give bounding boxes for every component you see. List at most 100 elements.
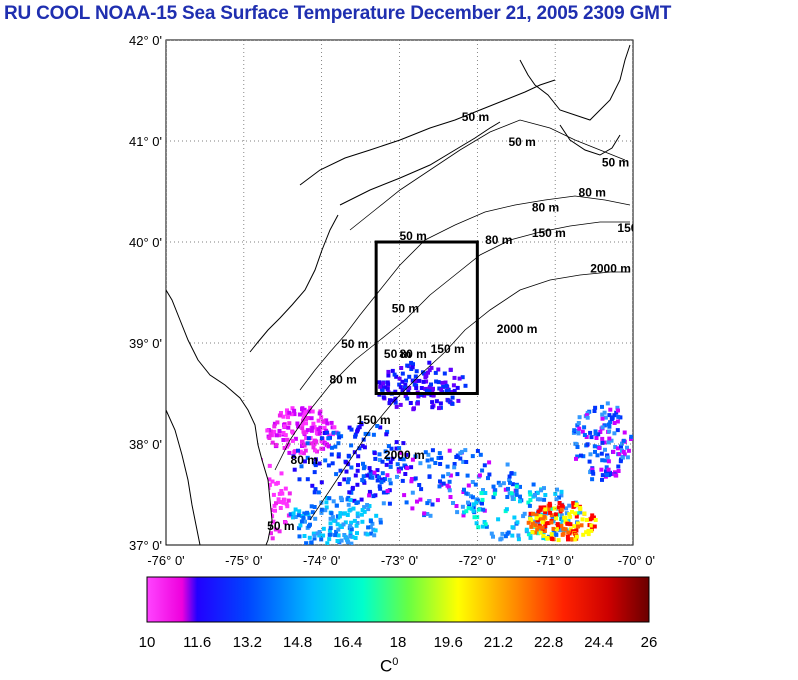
sst-pixel <box>337 435 342 440</box>
sst-pixel <box>607 422 611 427</box>
sst-pixel <box>622 430 627 435</box>
colorbar-gradient <box>146 576 650 623</box>
sst-pixel <box>276 497 281 502</box>
sst-pixel <box>526 532 531 537</box>
sst-pixel <box>430 400 435 405</box>
sst-pixel <box>448 495 453 499</box>
sst-pixel <box>355 531 359 536</box>
sst-pixel <box>584 530 589 535</box>
sst-pixel <box>386 369 391 374</box>
sst-pixel <box>434 399 439 404</box>
sst-pixel <box>462 487 466 492</box>
sst-pixel <box>267 436 272 440</box>
sst-pixel <box>413 454 418 459</box>
sst-pixel <box>521 514 526 519</box>
sst-pixel <box>556 505 561 510</box>
sst-pixel <box>510 533 515 538</box>
sst-pixel <box>570 509 574 514</box>
sst-pixel <box>306 436 311 441</box>
sst-pixel <box>324 505 329 510</box>
sst-pixel <box>541 533 546 538</box>
sst-pixel <box>366 432 371 437</box>
sst-pixel <box>542 497 547 502</box>
sst-pixel <box>389 446 394 451</box>
sst-pixel <box>566 530 571 535</box>
longitude-labels: -76° 0' -75° 0' -74° 0' -73° 0' -72° 0' -71° … <box>147 553 655 568</box>
sst-pixel <box>324 418 329 423</box>
sst-pixel <box>299 519 304 524</box>
sst-pixel <box>272 503 277 508</box>
sst-pixel <box>383 449 388 454</box>
colorbar-label: 14.8 <box>283 634 312 651</box>
sst-pixel <box>372 451 377 456</box>
sst-pixel <box>612 431 617 436</box>
sst-pixel <box>509 491 514 496</box>
sst-pixel <box>452 462 457 466</box>
sst-pixel <box>556 538 561 543</box>
sst-pixel <box>297 534 302 539</box>
sst-pixel <box>334 529 339 534</box>
sst-pixel <box>533 530 538 535</box>
sst-pixel <box>438 462 443 466</box>
sst-pixel <box>600 412 605 417</box>
sst-pixel <box>373 528 378 533</box>
study-area-box <box>374 240 479 395</box>
sst-pixel <box>353 434 358 439</box>
sst-pixel <box>351 506 356 511</box>
sst-pixel <box>366 525 371 530</box>
sst-pixel <box>480 501 484 506</box>
sst-pixel <box>308 405 313 410</box>
sst-pixel <box>291 511 296 516</box>
contour-label: 150 m <box>431 342 465 356</box>
sst-pixel <box>424 379 429 384</box>
sst-pixel <box>370 475 375 480</box>
sst-pixel <box>505 462 510 467</box>
sst-pixel <box>554 527 559 532</box>
sst-pixel <box>575 423 580 428</box>
sst-pixel <box>578 510 583 515</box>
sst-pixel <box>273 508 277 513</box>
sst-pixel <box>349 527 354 532</box>
sst-pixel <box>577 426 582 431</box>
sst-pixel <box>533 523 538 528</box>
sst-pixel <box>309 504 314 509</box>
sst-pixel <box>608 420 613 425</box>
sst-pixel <box>516 533 521 538</box>
sst-pixel <box>371 527 376 532</box>
sst-pixel <box>535 518 540 523</box>
sst-pixel <box>510 525 515 530</box>
sst-pixel <box>404 500 409 505</box>
sst-pixel <box>343 520 348 525</box>
lon-label: -75° 0' <box>225 553 262 568</box>
sst-pixel <box>436 367 441 372</box>
sst-pixel <box>353 432 358 437</box>
sst-pixel <box>444 388 449 393</box>
sst-pixel <box>355 468 360 473</box>
sst-pixel <box>549 506 554 511</box>
sst-pixel <box>429 365 434 370</box>
sst-pixel <box>302 534 307 538</box>
sst-pixel <box>292 467 297 472</box>
sst-pixel <box>527 503 532 508</box>
sst-pixel <box>575 454 580 459</box>
sst-pixel <box>324 500 329 505</box>
sst-pixel <box>536 531 541 536</box>
colorbar-label: 11.6 <box>183 634 211 651</box>
sst-pixel <box>580 517 585 522</box>
sst-pixel <box>471 502 476 507</box>
sst-pixel <box>321 526 326 531</box>
sst-pixel <box>356 463 360 468</box>
sst-pixel <box>267 477 272 482</box>
sst-pixel <box>415 499 419 504</box>
sst-pixel <box>586 528 591 533</box>
sst-pixel <box>355 514 360 519</box>
sst-pixel <box>273 527 278 532</box>
sst-pixel <box>375 468 380 473</box>
sst-pixel <box>587 459 592 464</box>
sst-pixel <box>590 470 595 474</box>
sst-pixel <box>279 489 284 493</box>
coastline-nj <box>249 214 339 353</box>
sst-pixel <box>367 493 372 498</box>
sst-pixel <box>292 412 297 417</box>
